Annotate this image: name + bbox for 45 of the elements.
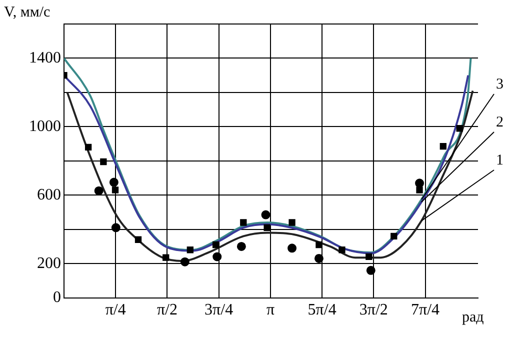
point bbox=[440, 143, 446, 150]
point bbox=[415, 178, 424, 188]
text: 2 bbox=[496, 114, 504, 130]
point bbox=[186, 246, 194, 254]
point bbox=[109, 178, 118, 187]
y-tick-label: 200 bbox=[37, 254, 61, 272]
point bbox=[264, 224, 270, 231]
point bbox=[288, 244, 297, 253]
point bbox=[288, 219, 296, 226]
x-tick-label: 3π/4 bbox=[204, 302, 234, 319]
x-tick-label: 3π/2 bbox=[359, 302, 388, 319]
point bbox=[111, 223, 120, 232]
point bbox=[390, 232, 398, 240]
y-tick-label: 600 bbox=[37, 186, 61, 204]
x-tick-label: π bbox=[266, 302, 275, 319]
point bbox=[84, 144, 92, 151]
point bbox=[180, 257, 190, 266]
y-tick-label: 0 bbox=[53, 289, 61, 306]
point bbox=[366, 253, 372, 260]
point bbox=[366, 266, 376, 275]
y-tick-label: 1400 bbox=[29, 49, 61, 66]
x-axis-title: рад bbox=[462, 310, 484, 326]
point bbox=[316, 241, 322, 248]
point bbox=[236, 242, 246, 251]
y-axis-title: V, мм/с bbox=[4, 4, 51, 20]
point bbox=[338, 246, 346, 254]
point bbox=[314, 254, 324, 263]
point bbox=[162, 254, 170, 261]
point bbox=[100, 158, 107, 166]
series-label: 3 bbox=[496, 76, 504, 92]
point bbox=[134, 236, 142, 243]
point bbox=[112, 186, 119, 194]
x-tick-label: 5π/4 bbox=[308, 302, 336, 319]
text: 1 bbox=[496, 152, 504, 168]
point bbox=[212, 252, 222, 262]
x-tick-label: π/4 bbox=[105, 302, 126, 319]
x-tick-label: 7π/4 bbox=[411, 302, 440, 319]
y-tick-label: 1000 bbox=[29, 118, 61, 135]
point bbox=[416, 186, 423, 194]
x-tick-label: π/2 bbox=[156, 302, 178, 319]
point bbox=[456, 125, 463, 132]
point bbox=[94, 186, 104, 196]
point bbox=[240, 219, 247, 226]
point bbox=[261, 210, 270, 220]
point bbox=[212, 241, 220, 248]
